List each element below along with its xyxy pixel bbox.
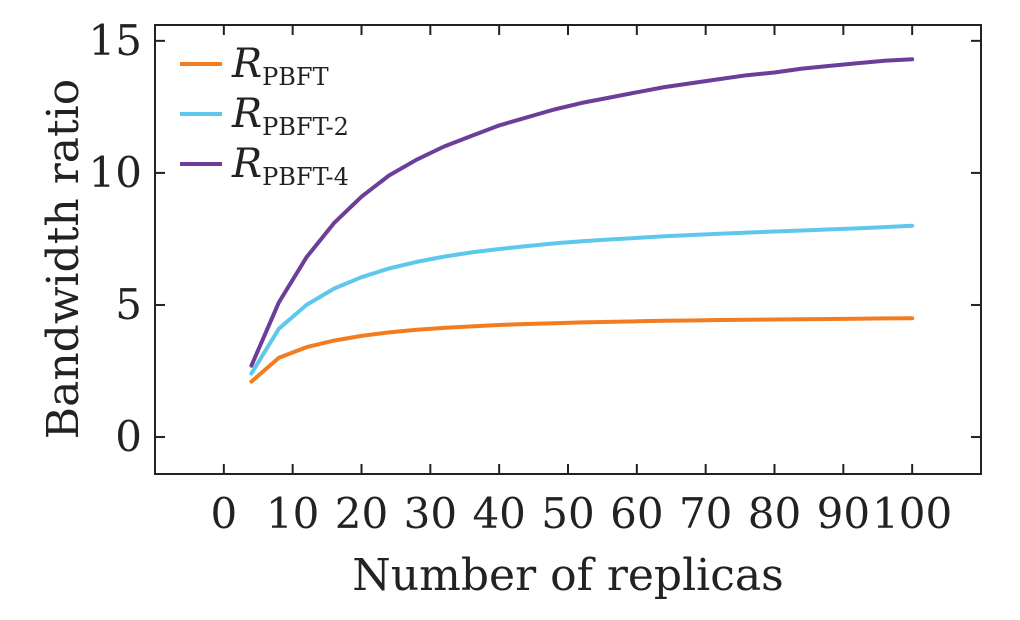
x-tick-label: 80 (748, 489, 801, 538)
x-tick-label: 20 (335, 489, 388, 538)
legend-label-sub: PBFT-4 (262, 163, 349, 191)
x-tick-label: 0 (210, 489, 237, 538)
legend-label-main: R (231, 91, 262, 137)
series-line-pbft-2 (249, 223, 915, 376)
x-axis-title: Number of replicas (352, 550, 783, 601)
y-tick-label: 5 (115, 280, 142, 329)
series-line-pbft (249, 316, 915, 384)
x-tick-label: 30 (404, 489, 457, 538)
legend-label-sub: PBFT (262, 63, 328, 91)
series-line-pbft-4 (249, 57, 915, 368)
legend-label-main: R (231, 41, 262, 87)
x-tick-label: 70 (679, 489, 732, 538)
plot-frame (154, 24, 982, 475)
x-tick-label: 40 (472, 489, 525, 538)
legend-label-sub: PBFT-2 (262, 113, 349, 141)
x-tick-label: 100 (872, 489, 952, 538)
x-tick-label: 10 (266, 489, 319, 538)
y-axis-title: Bandwidth ratio (38, 79, 89, 440)
x-tick-label: 50 (541, 489, 594, 538)
legend-label: RPBFT (231, 41, 329, 91)
series-lines (249, 57, 915, 384)
legend-label: RPBFT-2 (231, 91, 349, 141)
axes-ticks: 0 10 20 30 40 50 60 70 80 90 100 0 5 10 15 (89, 16, 981, 538)
legend-label: RPBFT-4 (231, 141, 349, 191)
y-tick-label: 15 (89, 16, 142, 65)
y-tick-label: 10 (89, 148, 142, 197)
y-tick-label: 0 (115, 412, 142, 461)
legend-label-main: R (231, 141, 262, 187)
x-tick-label: 90 (817, 489, 870, 538)
x-tick-label: 60 (610, 489, 663, 538)
